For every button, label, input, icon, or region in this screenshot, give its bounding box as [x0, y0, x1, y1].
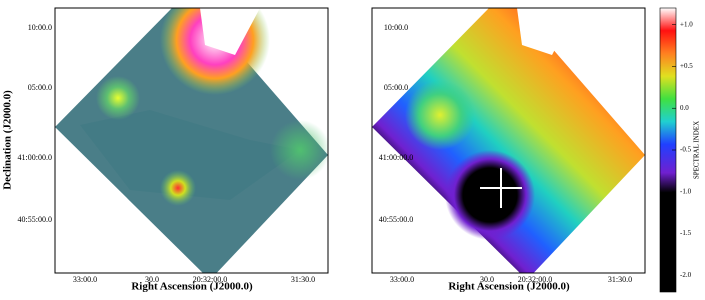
y-tick-label: 40:55:00.0: [18, 215, 52, 224]
y-axis-title: Declination (J2000.0): [2, 90, 14, 190]
x-axis-title: Right Ascension (J2000.0): [131, 281, 253, 293]
x-tick-label: 30.0: [145, 275, 159, 284]
y-tick-label: 41:00:00.0: [379, 153, 413, 162]
y-tick-label: 05:00.0: [28, 83, 52, 92]
y-tick-label: 10:00.0: [384, 23, 408, 32]
colorbar-tick-label: +0.5: [680, 62, 693, 70]
colorbar-tick-label: 0.0: [680, 104, 689, 112]
x-tick-label: 20:32:00.0: [193, 275, 227, 284]
left-map: [55, 8, 328, 273]
y-tick-label: 10:00.0: [28, 23, 52, 32]
x-tick-label: 30.0: [480, 275, 494, 284]
colorbar-label: SPECTRAL INDEX: [693, 121, 701, 179]
colorbar-tick-label: -0.5: [680, 146, 692, 154]
colorbar-tick-label: -2.0: [680, 271, 692, 279]
x-tick-label: 33:00.0: [390, 275, 414, 284]
x-tick-label: 33:00.0: [73, 275, 97, 284]
colorbar-tick-label: -1.5: [680, 229, 692, 237]
y-tick-label: 40:55:00.0: [379, 215, 413, 224]
x-axis-title: Right Ascension (J2000.0): [448, 281, 570, 293]
left-frame: [54, 7, 329, 274]
colorbar-tick-label: +1.0: [680, 20, 693, 28]
colorbar-tick-label: -1.0: [680, 187, 692, 195]
x-tick-label: 31:30.0: [608, 275, 632, 284]
x-tick-label: 20:32:00.0: [518, 275, 552, 284]
right-frame: [371, 7, 646, 274]
right-map: [372, 8, 645, 273]
y-tick-label: 05:00.0: [384, 83, 408, 92]
x-tick-label: 31:30.0: [291, 275, 315, 284]
y-tick-label: 41:00:00.0: [18, 153, 52, 162]
